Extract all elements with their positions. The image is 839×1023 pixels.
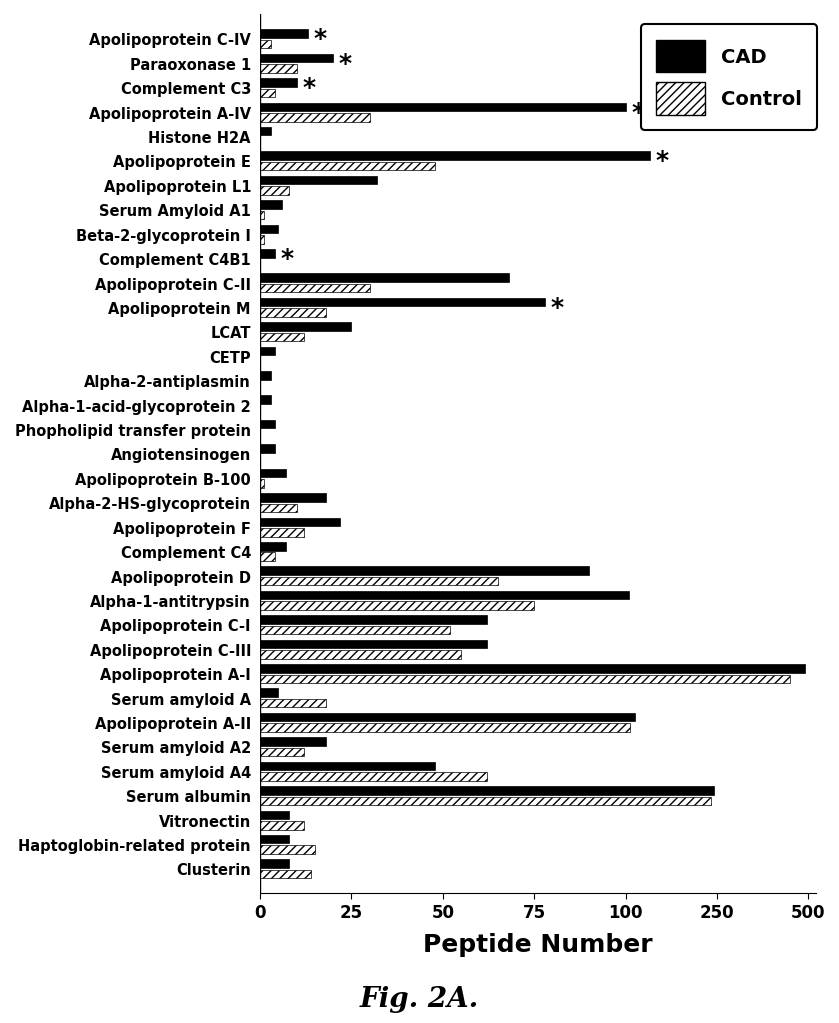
Bar [260, 235, 263, 244]
Text: *: * [655, 149, 669, 173]
Text: *: * [631, 100, 644, 125]
Bar [260, 299, 545, 307]
Bar [260, 675, 789, 683]
Bar [260, 89, 274, 98]
X-axis label: Peptide Number: Peptide Number [423, 933, 653, 957]
Bar [260, 567, 589, 575]
Bar [260, 504, 296, 513]
Bar [260, 40, 271, 49]
Bar [260, 762, 435, 770]
Bar [260, 723, 630, 732]
Bar [260, 322, 352, 331]
Bar [260, 30, 307, 39]
Bar [260, 664, 805, 673]
Text: *: * [302, 76, 315, 100]
Bar [260, 577, 498, 586]
Bar [260, 79, 296, 87]
Bar [260, 835, 289, 844]
Bar [260, 284, 369, 293]
Legend: CAD, Control: CAD, Control [641, 25, 816, 131]
Text: *: * [280, 247, 293, 271]
Bar [260, 163, 435, 171]
Bar [260, 626, 450, 634]
Bar [260, 699, 326, 708]
Bar [260, 480, 263, 488]
Bar [260, 821, 304, 830]
Bar [260, 54, 333, 62]
Text: *: * [338, 52, 352, 76]
Bar [260, 225, 279, 233]
Bar [260, 420, 274, 429]
Bar [260, 114, 369, 122]
Bar [260, 371, 271, 380]
Bar [260, 552, 274, 562]
Bar [260, 542, 285, 550]
Bar [260, 347, 274, 356]
Bar [260, 211, 263, 220]
Bar [260, 151, 649, 161]
Bar [260, 187, 289, 195]
Bar [260, 518, 341, 527]
Bar [260, 738, 326, 746]
Bar [260, 528, 304, 537]
Bar [260, 688, 279, 698]
Bar [260, 493, 326, 502]
Bar [260, 309, 326, 317]
Bar [260, 333, 304, 342]
Bar [260, 713, 634, 721]
Text: *: * [313, 28, 326, 51]
Bar [260, 846, 315, 854]
Bar [260, 128, 271, 136]
Bar [260, 870, 311, 879]
Bar [260, 64, 296, 74]
Bar [260, 201, 282, 210]
Bar [260, 274, 508, 282]
Bar [260, 470, 285, 478]
Bar [260, 396, 271, 404]
Bar [260, 651, 461, 659]
Text: Fig. 2A.: Fig. 2A. [360, 986, 479, 1013]
Bar [260, 591, 628, 599]
Bar [260, 445, 274, 453]
Bar [260, 810, 289, 819]
Bar [260, 616, 487, 624]
Bar [260, 787, 714, 795]
Bar [260, 748, 304, 756]
Bar [260, 859, 289, 868]
Bar [260, 250, 274, 258]
Bar [260, 602, 534, 610]
Bar [260, 772, 487, 781]
Text: *: * [550, 296, 564, 320]
Bar [260, 103, 625, 112]
Bar [260, 639, 487, 649]
Bar [260, 176, 377, 185]
Bar [260, 797, 711, 805]
